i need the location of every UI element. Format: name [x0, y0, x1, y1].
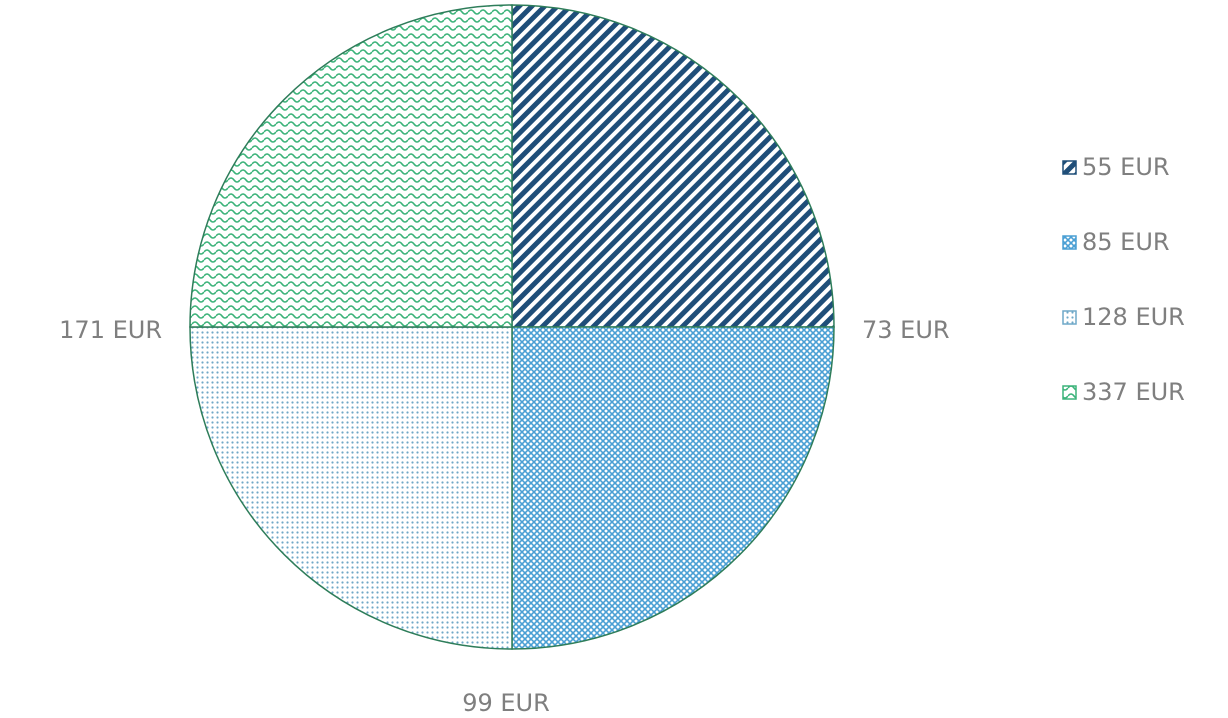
- legend-swatch: [1062, 160, 1077, 175]
- data-label: 99 EUR: [462, 689, 550, 717]
- legend-label: 128 EUR: [1082, 303, 1185, 331]
- pie-slice: [189, 326, 513, 650]
- pie-slice: [511, 326, 835, 650]
- pie-slice: [189, 4, 513, 328]
- legend-swatch: [1062, 310, 1077, 325]
- legend-label: 55 EUR: [1082, 153, 1170, 181]
- data-label: 73 EUR: [862, 316, 950, 344]
- legend-swatch: [1062, 385, 1077, 400]
- pie-slice: [511, 4, 835, 328]
- legend-label: 337 EUR: [1082, 378, 1185, 406]
- legend-swatch: [1062, 235, 1077, 250]
- data-label: 171 EUR: [59, 316, 162, 344]
- legend-label: 85 EUR: [1082, 228, 1170, 256]
